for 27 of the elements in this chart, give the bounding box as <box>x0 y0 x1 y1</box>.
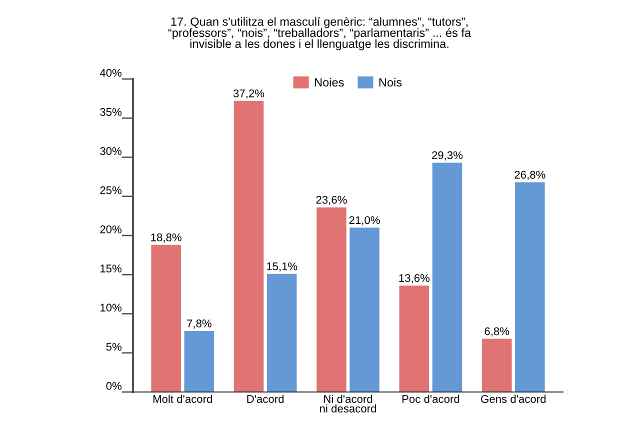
data-label: 26,8% <box>514 170 546 180</box>
x-tick-label: Gens d'acord <box>481 394 546 403</box>
legend-label: Nois <box>379 78 402 87</box>
x-tick-label: Molt d'acord <box>153 394 212 403</box>
data-label: 29,3% <box>432 151 463 160</box>
data-label: 7,8% <box>187 320 212 329</box>
data-label: 13,6% <box>399 274 430 284</box>
x-tick-label: Ni d'acord ni desacord <box>320 394 376 412</box>
legend-label: Noies <box>314 78 344 87</box>
y-tick-label: 40% <box>100 68 122 77</box>
data-label: 6,8% <box>484 327 510 337</box>
y-tick-label: 5% <box>106 342 122 351</box>
y-tick-label: 0% <box>106 382 122 390</box>
data-label: 21,0% <box>349 216 380 226</box>
data-label: 23,6% <box>316 196 347 206</box>
y-tick-label: 30% <box>100 147 122 156</box>
y-tick-label: 10% <box>100 304 122 312</box>
x-tick-label: Poc d'acord <box>402 394 460 403</box>
y-tick-label: 25% <box>100 186 122 194</box>
data-label: 15,1% <box>266 262 298 272</box>
y-tick-label: 35% <box>100 108 122 116</box>
y-tick-label: 15% <box>100 264 122 272</box>
data-label: 18,8% <box>151 233 182 243</box>
chart-title: 17. Quan s'utilitza el masculí genèric: “alumnes”, “tutors”, “professors”, “nois”, “treballadors”, “parlamentaris” ... és fa invisible a les dones i el llenguatge les discrimina. <box>168 17 472 50</box>
y-tick-label: 20% <box>100 225 122 234</box>
data-label: 37,2% <box>233 89 264 99</box>
x-tick-label: D'acord <box>247 394 284 403</box>
